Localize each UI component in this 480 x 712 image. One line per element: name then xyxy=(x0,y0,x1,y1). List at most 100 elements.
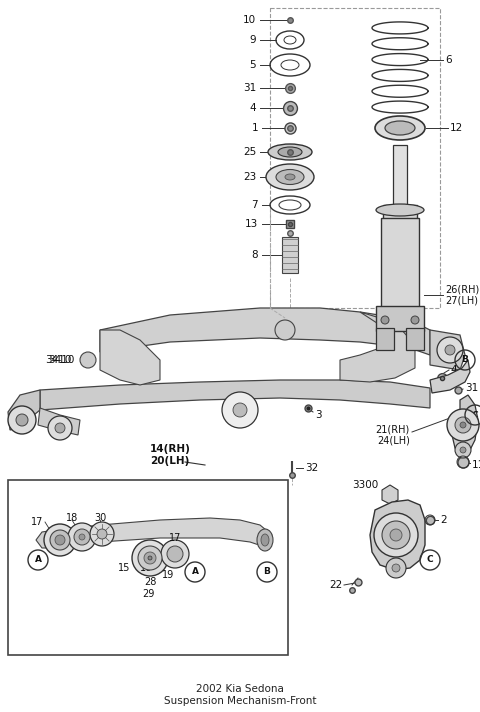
Circle shape xyxy=(55,423,65,433)
Text: 22: 22 xyxy=(329,580,342,590)
Circle shape xyxy=(16,414,28,426)
Text: 4: 4 xyxy=(250,103,256,113)
Text: 4: 4 xyxy=(450,365,456,375)
Text: B: B xyxy=(462,355,468,365)
Polygon shape xyxy=(100,308,430,355)
Ellipse shape xyxy=(385,121,415,135)
Text: 21(RH)
24(LH): 21(RH) 24(LH) xyxy=(376,424,410,446)
Text: 2: 2 xyxy=(440,515,446,525)
Ellipse shape xyxy=(257,529,273,551)
Text: 25: 25 xyxy=(243,147,256,157)
Bar xyxy=(8,480,288,655)
Circle shape xyxy=(374,513,418,557)
Bar xyxy=(270,8,440,308)
Text: 30: 30 xyxy=(94,513,106,523)
Bar xyxy=(376,328,394,350)
Bar xyxy=(393,145,407,205)
Circle shape xyxy=(68,523,96,551)
Circle shape xyxy=(50,530,70,550)
Text: 31: 31 xyxy=(243,83,256,93)
Text: 14(RH)
20(LH): 14(RH) 20(LH) xyxy=(150,444,191,466)
Polygon shape xyxy=(8,390,40,430)
Text: 15: 15 xyxy=(118,563,130,573)
Circle shape xyxy=(55,535,65,545)
Text: 17: 17 xyxy=(169,533,181,543)
Text: 13: 13 xyxy=(245,219,258,229)
Circle shape xyxy=(80,352,96,368)
Polygon shape xyxy=(452,395,478,455)
Text: 32: 32 xyxy=(305,463,318,473)
Circle shape xyxy=(233,403,247,417)
Text: 11: 11 xyxy=(472,460,480,470)
Bar xyxy=(381,218,419,308)
Text: 12: 12 xyxy=(450,123,463,133)
Circle shape xyxy=(79,534,85,540)
Text: 3: 3 xyxy=(315,410,322,420)
Polygon shape xyxy=(100,330,160,385)
Circle shape xyxy=(48,416,72,440)
Text: 2002 Kia Sedona
Suspension Mechanism-Front: 2002 Kia Sedona Suspension Mechanism-Fro… xyxy=(164,684,316,706)
Circle shape xyxy=(392,564,400,572)
Bar xyxy=(383,205,417,260)
Text: 26(RH)
27(LH): 26(RH) 27(LH) xyxy=(445,284,479,305)
Text: 7: 7 xyxy=(252,200,258,210)
Ellipse shape xyxy=(261,534,269,546)
Circle shape xyxy=(411,316,419,324)
Text: 16: 16 xyxy=(140,563,152,573)
Polygon shape xyxy=(382,485,398,504)
Ellipse shape xyxy=(276,169,304,184)
Ellipse shape xyxy=(268,144,312,160)
Circle shape xyxy=(445,345,455,355)
Bar xyxy=(282,237,298,273)
Circle shape xyxy=(8,406,36,434)
Text: 6: 6 xyxy=(445,55,452,65)
Circle shape xyxy=(74,529,90,545)
Text: 3300: 3300 xyxy=(352,480,378,490)
Text: 1: 1 xyxy=(252,123,258,133)
Text: A: A xyxy=(192,567,199,577)
Bar xyxy=(376,306,424,331)
Text: C: C xyxy=(427,555,433,565)
Text: 3410: 3410 xyxy=(48,355,75,365)
Ellipse shape xyxy=(266,164,314,190)
Circle shape xyxy=(90,522,114,546)
Circle shape xyxy=(437,337,463,363)
Circle shape xyxy=(460,422,466,428)
Circle shape xyxy=(447,409,479,441)
Text: 29: 29 xyxy=(142,589,154,599)
Ellipse shape xyxy=(285,174,295,180)
Text: A: A xyxy=(35,555,41,565)
Polygon shape xyxy=(370,500,425,570)
Text: 23: 23 xyxy=(243,172,256,182)
Circle shape xyxy=(144,552,156,564)
Text: C: C xyxy=(472,411,478,419)
Polygon shape xyxy=(55,518,272,548)
Ellipse shape xyxy=(375,116,425,140)
Text: 8: 8 xyxy=(252,250,258,260)
Circle shape xyxy=(161,540,189,568)
Bar xyxy=(406,328,424,350)
Text: 31: 31 xyxy=(465,383,478,393)
Ellipse shape xyxy=(278,147,302,157)
Circle shape xyxy=(390,529,402,541)
Circle shape xyxy=(138,546,162,570)
Circle shape xyxy=(97,529,107,539)
Circle shape xyxy=(275,320,295,340)
Polygon shape xyxy=(430,360,470,393)
Circle shape xyxy=(381,316,389,324)
Text: 10: 10 xyxy=(243,15,256,25)
Circle shape xyxy=(132,540,168,576)
Text: 9: 9 xyxy=(250,35,256,45)
Text: 17: 17 xyxy=(31,517,43,527)
Polygon shape xyxy=(430,330,465,370)
Text: 18: 18 xyxy=(66,513,78,523)
Polygon shape xyxy=(340,312,415,382)
Circle shape xyxy=(222,392,258,428)
Circle shape xyxy=(167,546,183,562)
Text: 19: 19 xyxy=(162,570,174,580)
Text: B: B xyxy=(264,567,270,577)
Circle shape xyxy=(460,447,466,453)
Circle shape xyxy=(148,556,152,560)
Text: 3410: 3410 xyxy=(46,355,72,365)
Polygon shape xyxy=(38,408,80,435)
